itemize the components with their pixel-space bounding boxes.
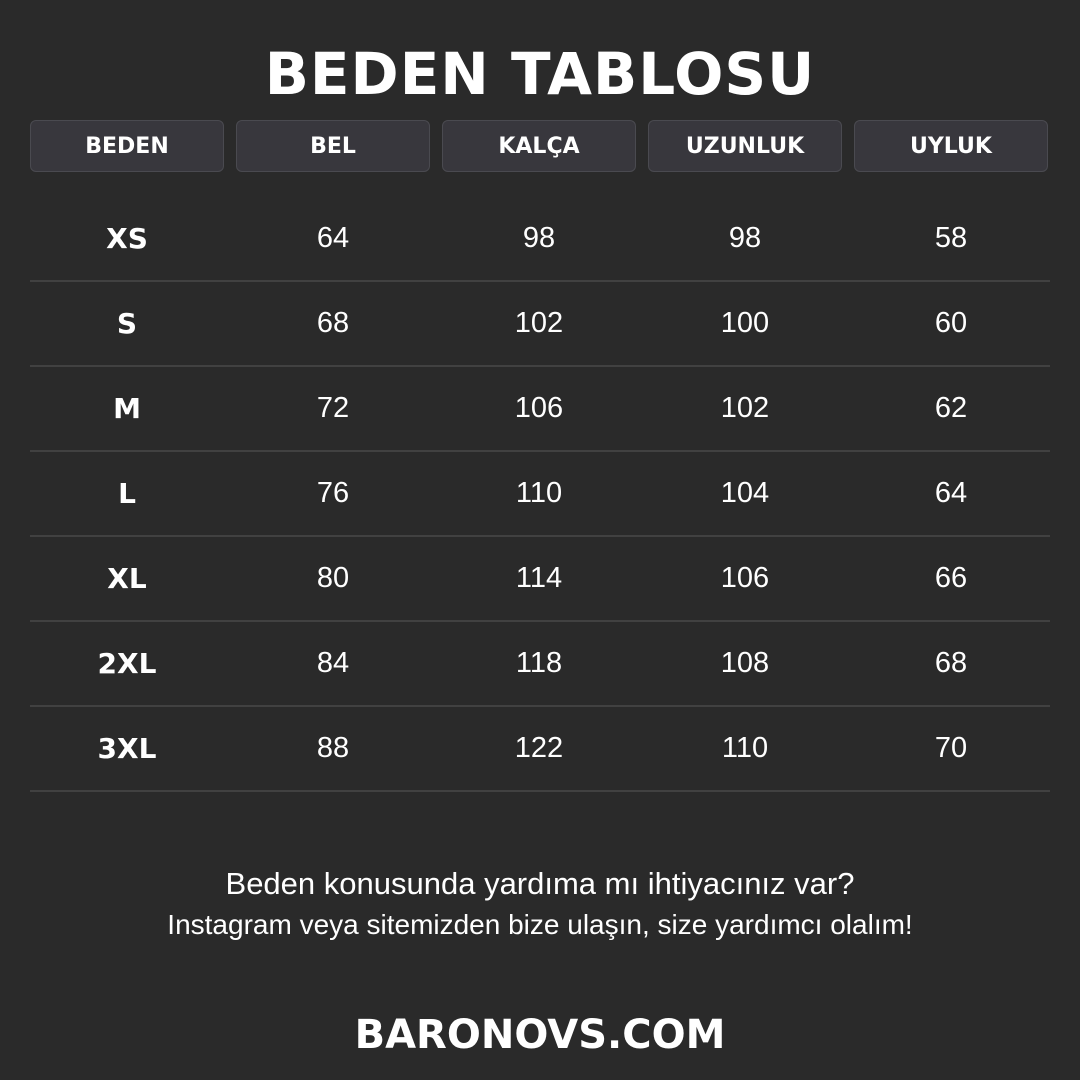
table-row: XL 80 114 106 66 (30, 537, 1050, 622)
column-header: UZUNLUK (648, 120, 842, 172)
measurement-cell: 98 (728, 222, 762, 254)
measurement-cell: 84 (316, 647, 350, 679)
measurement-cell: 60 (934, 307, 968, 339)
size-label: XL (107, 562, 147, 595)
column-header: BEDEN (30, 120, 224, 172)
website-link[interactable]: BARONOVS.COM (354, 1012, 726, 1058)
measurement-cell: 72 (316, 392, 350, 424)
table-row: 3XL 88 122 110 70 (30, 707, 1050, 792)
measurement-cell: 100 (720, 307, 770, 339)
size-label: XS (106, 222, 148, 255)
measurement-cell: 106 (720, 562, 770, 594)
measurement-cell: 102 (720, 392, 770, 424)
measurement-cell: 106 (514, 392, 564, 424)
measurement-cell: 70 (934, 732, 968, 764)
measurement-cell: 64 (316, 222, 350, 254)
measurement-cell: 66 (934, 562, 968, 594)
size-label: L (118, 477, 136, 510)
help-text: Beden konusunda yardıma mı ihtiyacınız v… (225, 866, 855, 901)
measurement-cell: 114 (515, 562, 563, 594)
table-row: S 68 102 100 60 (30, 282, 1050, 367)
measurement-cell: 118 (515, 647, 563, 679)
size-label: 2XL (97, 647, 157, 680)
measurement-cell: 68 (934, 647, 968, 679)
column-header: UYLUK (854, 120, 1048, 172)
measurement-cell: 80 (316, 562, 350, 594)
measurement-cell: 104 (720, 477, 770, 509)
measurement-cell: 64 (934, 477, 968, 509)
column-header: KALÇA (442, 120, 636, 172)
measurement-cell: 76 (316, 477, 350, 509)
measurement-cell: 110 (515, 477, 563, 509)
contact-text: Instagram veya sitemizden bize ulaşın, s… (167, 909, 913, 940)
measurement-cell: 98 (522, 222, 556, 254)
table-row: 2XL 84 118 108 68 (30, 622, 1050, 707)
column-header: BEL (236, 120, 430, 172)
size-label: 3XL (97, 732, 157, 765)
table-row: L 76 110 104 64 (30, 452, 1050, 537)
measurement-cell: 102 (514, 307, 564, 339)
measurement-cell: 88 (316, 732, 350, 764)
measurement-cell: 68 (316, 307, 350, 339)
page-title: BEDEN TABLOSU (264, 40, 816, 108)
measurement-cell: 58 (934, 222, 968, 254)
table-row: XS 64 98 98 58 (30, 197, 1050, 282)
size-label: M (113, 392, 141, 425)
measurement-cell: 110 (721, 732, 769, 764)
measurement-cell: 62 (934, 392, 968, 424)
size-label: S (116, 307, 138, 340)
measurement-cell: 122 (514, 732, 564, 764)
measurement-cell: 108 (720, 647, 770, 679)
table-row: M 72 106 102 62 (30, 367, 1050, 452)
